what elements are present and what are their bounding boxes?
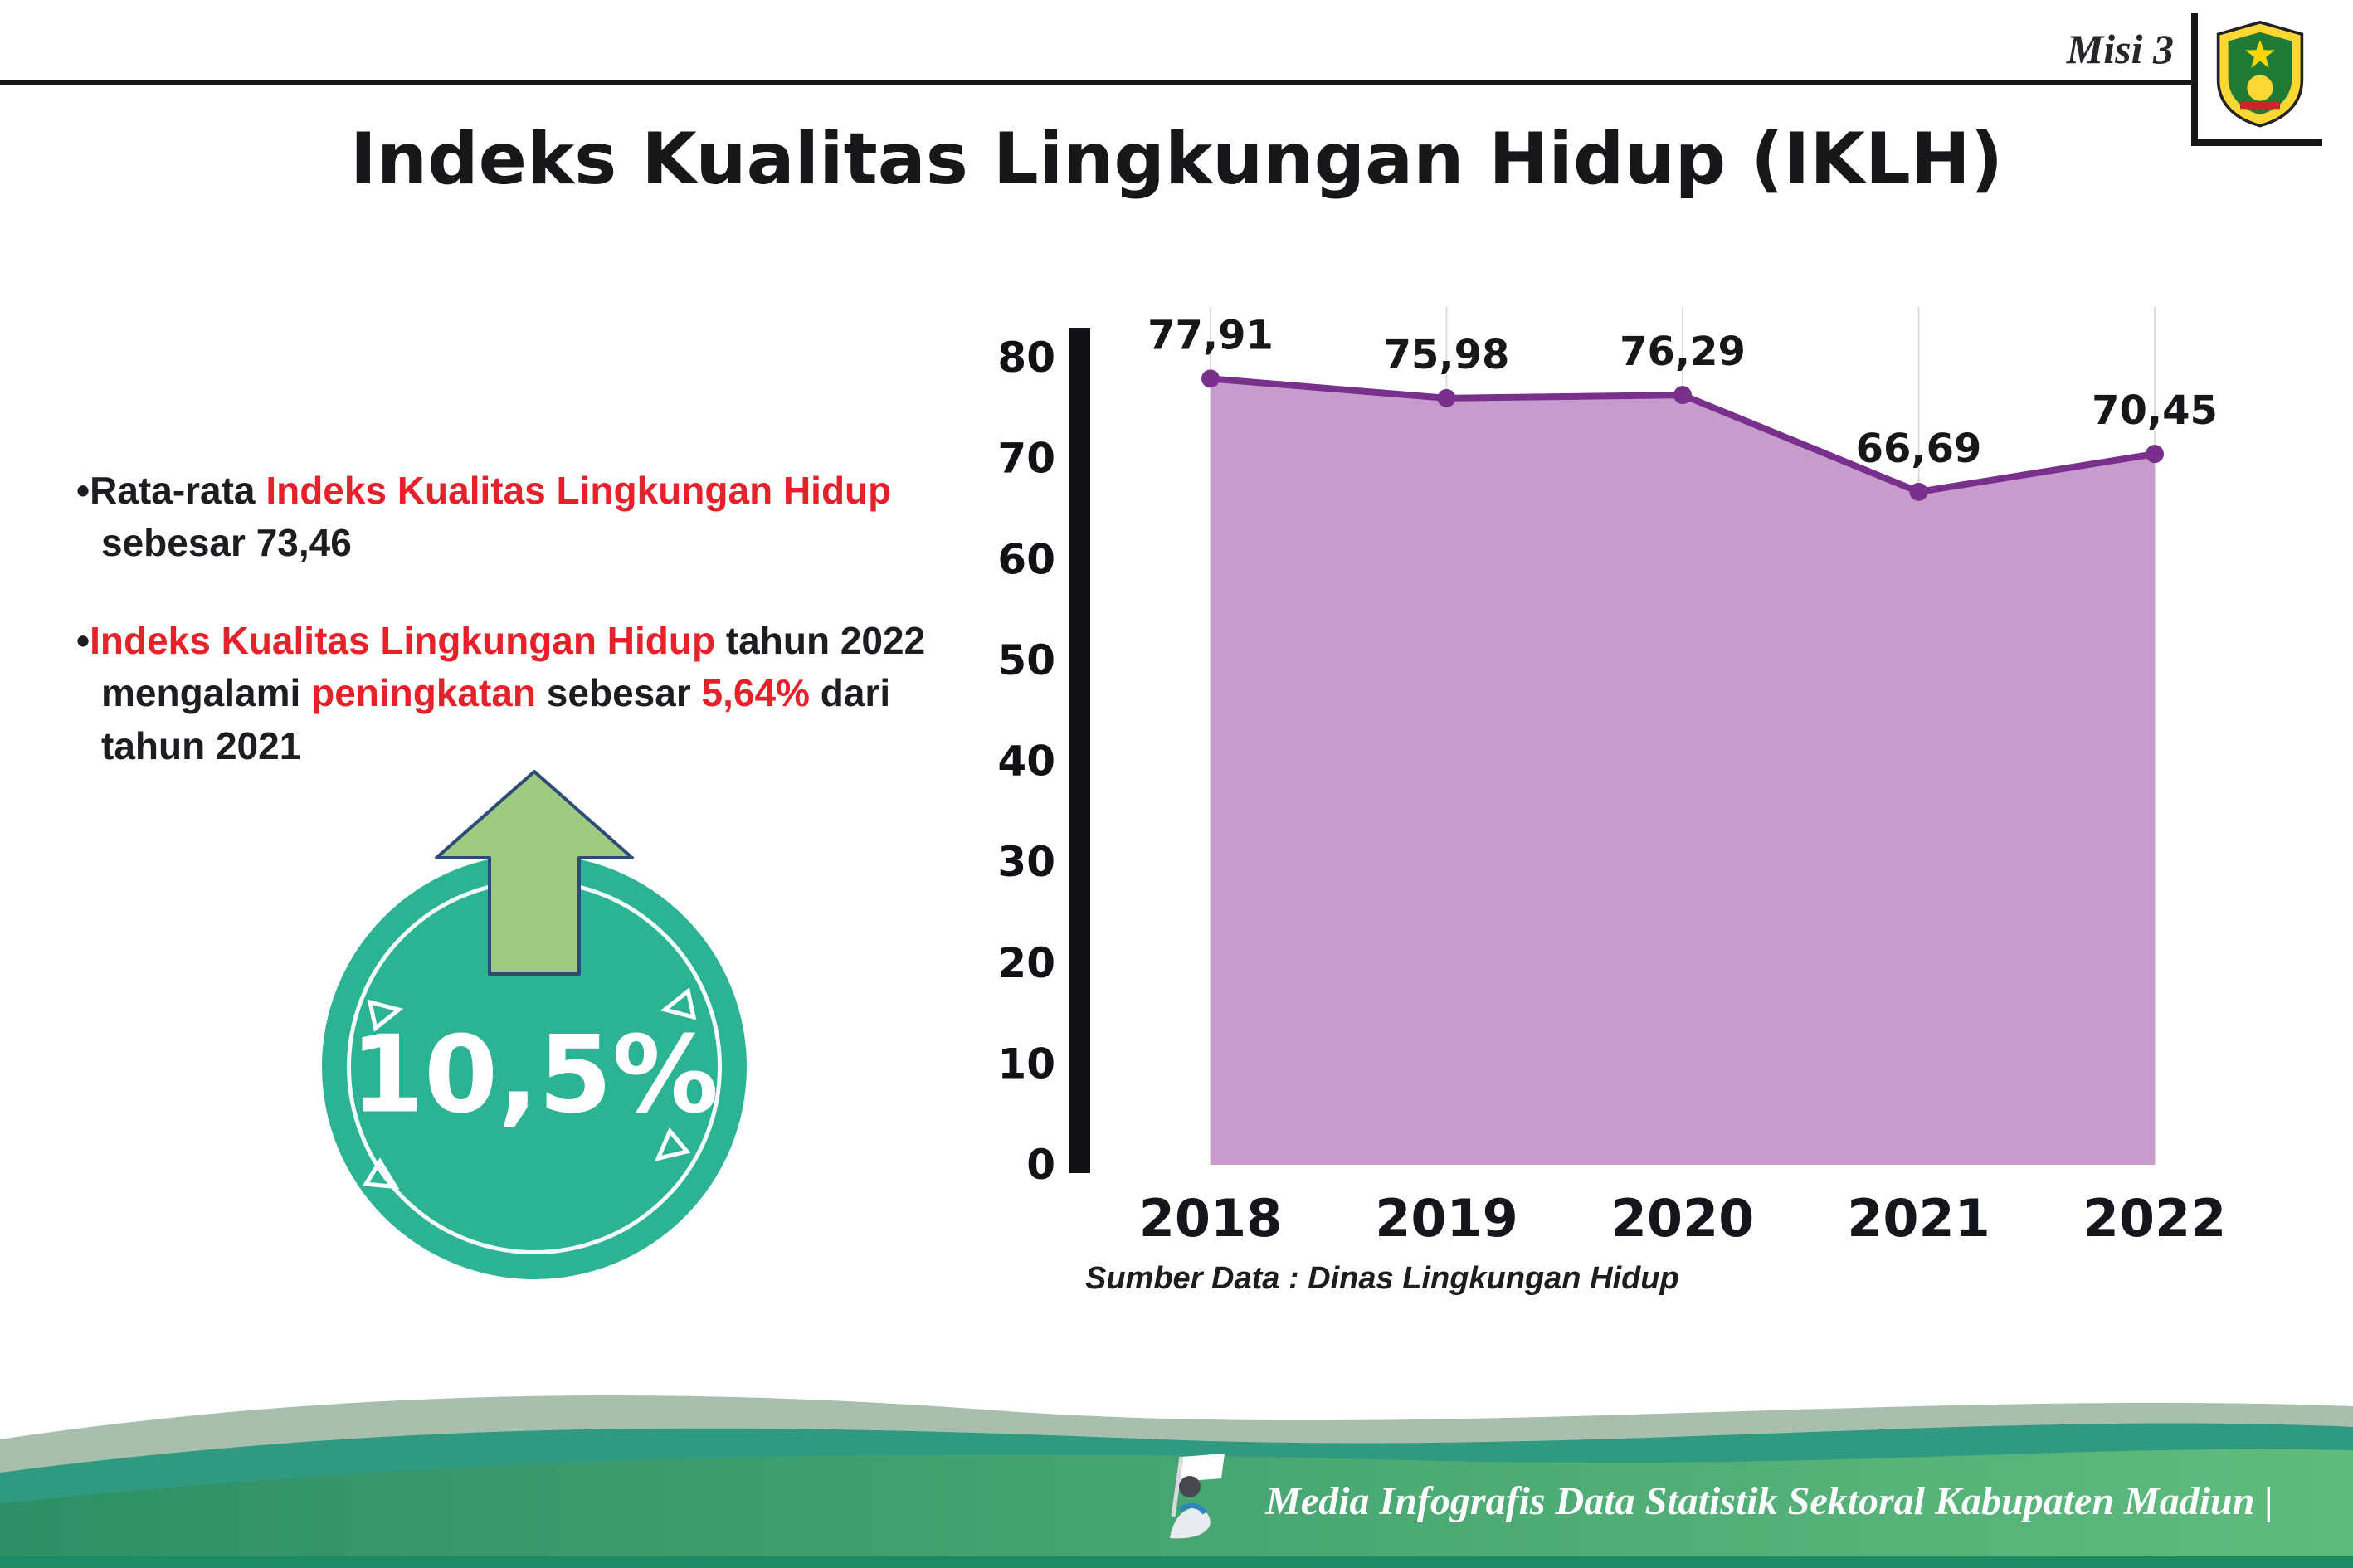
svg-text:76,29: 76,29	[1620, 329, 1746, 375]
bullet-text-segment: Indeks Kualitas Lingkungan Hidup	[266, 469, 892, 512]
kabupaten-madiun-logo-icon	[2216, 20, 2304, 128]
source-note: Sumber Data : Dinas Lingkungan Hidup	[1085, 1261, 1679, 1296]
bullet-text-segment: dari tahun 2021	[101, 671, 891, 767]
svg-text:60: 60	[997, 535, 1055, 583]
header-divider	[0, 80, 2191, 85]
svg-text:2020: 2020	[1611, 1188, 1755, 1249]
bullet-text-segment: sebesar 73,46	[101, 521, 352, 565]
svg-text:0: 0	[1026, 1141, 1055, 1189]
bullet-text-segment: tahun 2022 mengalami	[101, 618, 926, 715]
svg-text:70: 70	[997, 435, 1055, 483]
svg-text:75,98: 75,98	[1384, 332, 1510, 378]
bullet-list: •Rata-rata Indeks Kualitas Lingkungan Hi…	[76, 465, 972, 817]
svg-text:77,91: 77,91	[1147, 312, 1274, 358]
chart-canvas: 77,91 75,98 76,29 66,69 70,45 0 10 20 30 40 50 60 70…	[997, 307, 2227, 1249]
increase-percentage: 10,5%	[349, 1013, 719, 1137]
bullet-text-segment: Indeks Kualitas Lingkungan Hidup	[90, 618, 716, 662]
bullet-text-segment: Rata-rata	[90, 469, 266, 512]
svg-text:20: 20	[997, 939, 1055, 987]
svg-text:2019: 2019	[1375, 1188, 1518, 1249]
bullet-text-segment: 5,64%	[701, 671, 810, 715]
svg-text:66,69: 66,69	[1856, 426, 1982, 472]
svg-text:80: 80	[997, 334, 1055, 382]
svg-text:50: 50	[997, 636, 1055, 684]
bullet-item: •Rata-rata Indeks Kualitas Lingkungan Hi…	[76, 469, 892, 565]
bullet-text-segment: sebesar	[536, 671, 702, 715]
mascot-icon	[1170, 1454, 1225, 1539]
svg-text:70,45: 70,45	[2092, 387, 2218, 434]
bullet-item: •Indeks Kualitas Lingkungan Hidup tahun …	[76, 618, 926, 767]
svg-text:2018: 2018	[1139, 1188, 1283, 1249]
svg-text:30: 30	[997, 838, 1055, 886]
svg-text:10: 10	[997, 1040, 1055, 1088]
bullet-text-segment: peningkatan	[311, 671, 537, 715]
logo-frame	[2191, 13, 2322, 146]
iklh-area-chart: 77,91 75,98 76,29 66,69 70,45 0 10 20 30 40 50 60 70…	[996, 282, 2323, 1336]
svg-text:2022: 2022	[2083, 1188, 2227, 1249]
misi-label: Misi 3	[2066, 26, 2174, 72]
footer-credit: Media Infografis Data Statistik Sektoral…	[1265, 1479, 2273, 1523]
increase-badge: 10,5%	[322, 770, 747, 1279]
badge-triangle-decorations	[362, 987, 697, 1190]
svg-text:40: 40	[997, 738, 1055, 786]
page-title: Indeks Kualitas Lingkungan Hidup (IKLH)	[349, 118, 2004, 201]
increase-up-arrow-icon	[435, 770, 634, 976]
svg-text:2021: 2021	[1847, 1188, 1990, 1249]
